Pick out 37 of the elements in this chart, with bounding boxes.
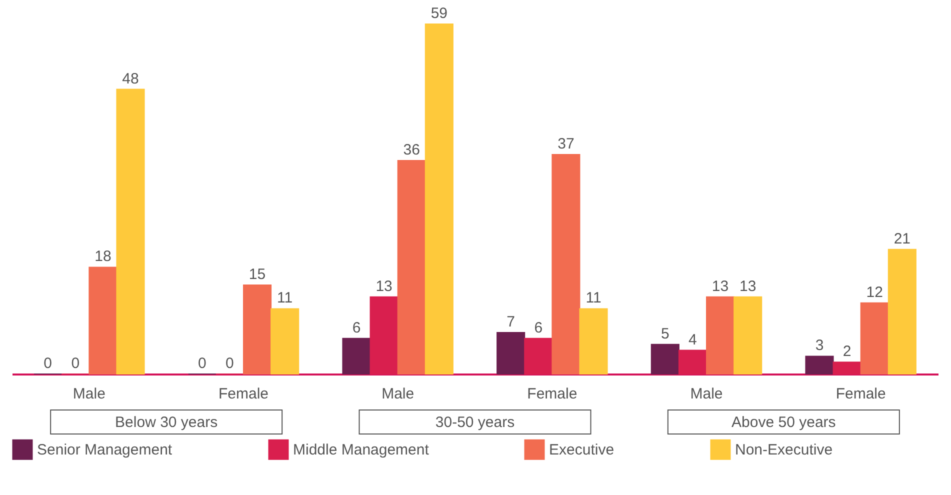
- data-label: 0: [44, 355, 52, 372]
- data-label: 15: [248, 266, 266, 284]
- legend-label: Middle Management: [293, 442, 430, 459]
- data-label: 5: [660, 325, 670, 342]
- data-label: 13: [739, 278, 756, 295]
- data-label: 36: [403, 141, 420, 158]
- data-label: 59: [430, 5, 448, 22]
- data-label: 13: [376, 278, 392, 295]
- data-label: 12: [866, 284, 883, 301]
- legend-label: Senior Management: [37, 442, 173, 459]
- legend-label: Non-Executive: [735, 442, 833, 459]
- data-label: 11: [277, 290, 293, 307]
- data-label: 6: [534, 319, 543, 336]
- data-label: 21: [894, 230, 911, 248]
- x-tick-label: Male: [690, 386, 723, 402]
- data-label: 37: [558, 136, 574, 153]
- data-label: 48: [122, 70, 139, 88]
- x-tick-label: Female: [836, 386, 886, 402]
- data-label: 0: [198, 355, 206, 372]
- text: Above 50 years: [732, 414, 836, 431]
- x-tick-label: Female: [527, 386, 578, 402]
- data-label: 11: [586, 290, 602, 307]
- x-tick-label: Male: [72, 386, 106, 402]
- data-label: 7: [506, 313, 515, 330]
- data-label: 0: [226, 355, 234, 372]
- data-label: 13: [712, 278, 729, 295]
- text: 30-50 years: [435, 414, 515, 431]
- data-label: 0: [71, 355, 80, 372]
- legend-label: Executive: [549, 442, 614, 459]
- x-tick-label: Male: [382, 386, 414, 402]
- data-label: 3: [815, 337, 824, 354]
- data-label: 2: [842, 343, 852, 360]
- text: Below 30 years: [115, 414, 218, 431]
- data-label: 6: [352, 319, 361, 336]
- x-tick-label: Female: [218, 386, 269, 402]
- data-label: 4: [688, 331, 697, 348]
- data-label: 18: [94, 248, 112, 266]
